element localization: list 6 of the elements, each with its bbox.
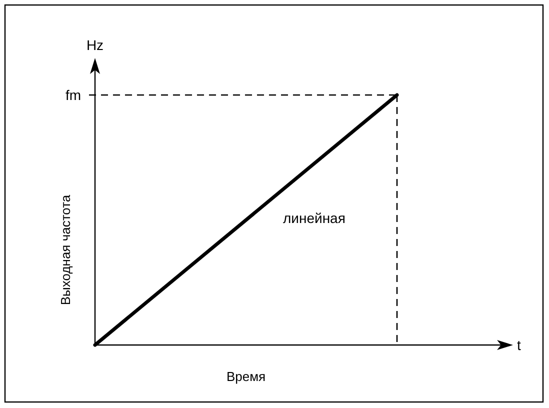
x-axis-title: Время — [226, 369, 266, 384]
text: t — [517, 337, 521, 353]
y-axis-title: Выходная частота — [58, 194, 73, 306]
text: fm — [65, 87, 81, 103]
text: Hz — [86, 37, 104, 53]
annotation: линейная — [283, 210, 346, 226]
